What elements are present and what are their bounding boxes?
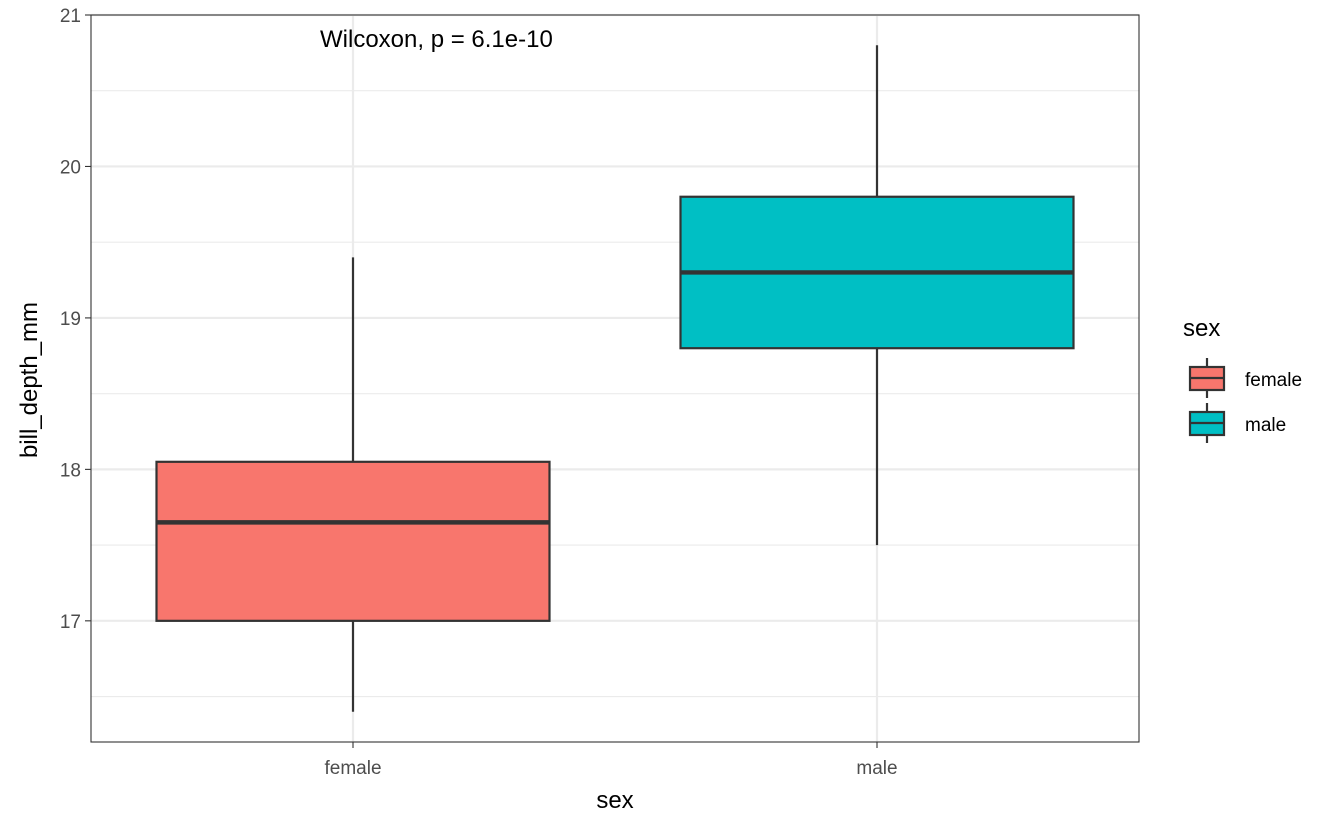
box-series [155,45,1075,712]
plot-background [91,15,1139,742]
legend-key [1188,358,1226,398]
legend-item-female: female [1188,358,1302,398]
box-female [155,257,551,712]
y-tick-label: 17 [60,612,81,633]
y-tick-label: 18 [60,460,81,481]
x-axis: female male [324,742,898,779]
plot-border [90,14,1140,743]
x-tick-label: female [324,758,381,779]
annotation-text: Wilcoxon, p = 6.1e-10 [320,26,553,53]
legend-label: male [1245,415,1286,436]
legend: sex female male [1183,315,1302,443]
box-body [155,460,551,622]
legend-item-male: male [1188,403,1286,443]
y-tick-label: 19 [60,309,81,330]
legend-key [1188,403,1226,443]
x-axis-title: sex [596,787,633,814]
y-tick-label: 20 [60,157,81,178]
y-axis-title: bill_depth_mm [16,302,43,458]
y-axis: 17 18 19 20 21 [60,6,91,633]
legend-title: sex [1183,315,1220,342]
box-male [679,45,1075,546]
x-tick-label: male [856,758,897,779]
legend-label: female [1245,370,1302,391]
y-tick-label: 21 [60,6,81,27]
